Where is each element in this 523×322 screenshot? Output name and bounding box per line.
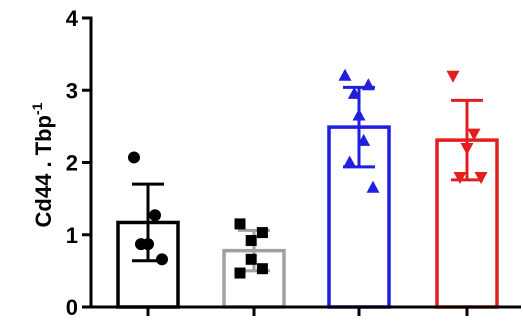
point-3-2 — [361, 78, 375, 91]
point-2-5 — [256, 263, 268, 275]
point-2-3 — [245, 235, 257, 247]
point-1-2 — [149, 209, 161, 222]
y-tick-label-3: 3 — [66, 78, 78, 103]
point-3-3 — [347, 86, 361, 99]
point-3-7 — [366, 180, 380, 193]
y-tick-label-4: 4 — [66, 6, 79, 31]
point-4-3 — [460, 143, 474, 156]
point-1-1 — [128, 151, 140, 164]
point-4-5 — [474, 171, 488, 184]
y-axis-label-group: Cd44 . Tbp-1 — [29, 102, 56, 227]
data-points — [128, 68, 488, 279]
x-axis — [89, 305, 521, 316]
point-2-1 — [234, 218, 246, 230]
y-tick-label-0: 0 — [66, 295, 78, 320]
y-axis: 0 1 2 3 4 — [66, 6, 93, 320]
point-4-2 — [467, 128, 481, 141]
y-axis-label-main: Cd44 . Tbp — [31, 115, 56, 227]
y-axis-label-superscript: -1 — [29, 102, 45, 115]
point-1-5 — [156, 253, 168, 266]
point-4-4 — [453, 171, 467, 184]
point-2-4 — [245, 253, 257, 265]
point-3-4 — [352, 108, 366, 121]
point-2-2 — [256, 227, 268, 239]
point-1-4 — [135, 238, 147, 251]
point-3-6 — [343, 155, 357, 168]
point-2-6 — [234, 267, 246, 279]
point-3-1 — [338, 68, 352, 81]
error-bars — [132, 85, 483, 273]
y-tick-label-1: 1 — [66, 223, 78, 248]
point-3-5 — [357, 133, 371, 146]
bars — [116, 125, 499, 309]
point-4-1 — [446, 70, 460, 83]
y-axis-label: Cd44 . Tbp-1 — [29, 102, 56, 227]
y-tick-label-2: 2 — [66, 151, 78, 176]
